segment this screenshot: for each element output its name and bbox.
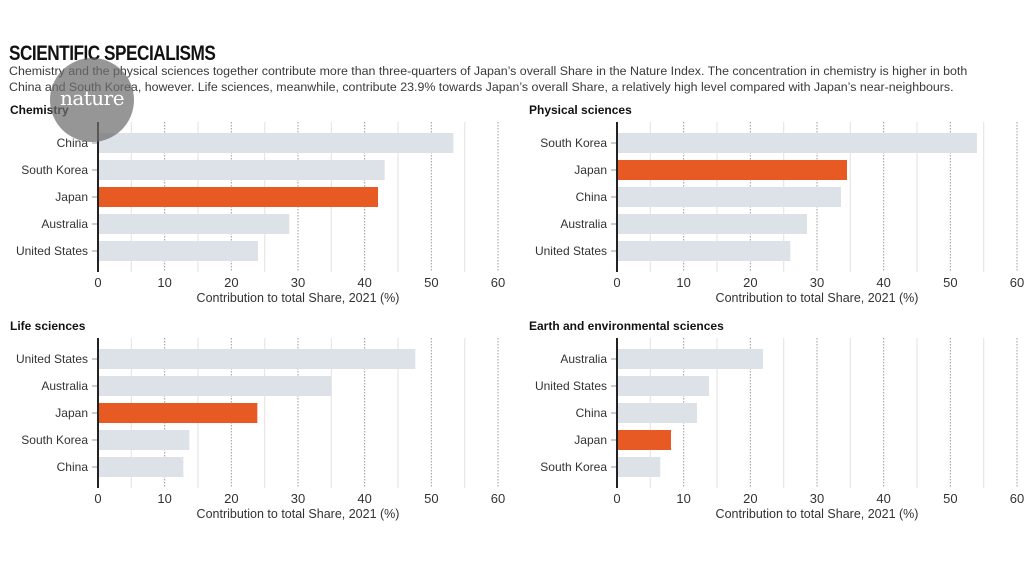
- bar-australia: [98, 214, 290, 234]
- x-tick-label: 20: [224, 275, 238, 290]
- category-label: United States: [16, 244, 88, 258]
- category-label: China: [576, 406, 608, 420]
- category-label: United States: [535, 244, 607, 258]
- bar-united-states: [98, 349, 416, 369]
- x-tick-label: 30: [291, 275, 305, 290]
- category-label: South Korea: [21, 163, 88, 177]
- category-label: United States: [535, 379, 607, 393]
- bar-china: [98, 457, 184, 477]
- earth-environmental-sciences-chart: Earth and environmental sciences Australi…: [529, 319, 1024, 521]
- panel-title: Earth and environmental sciences: [529, 319, 724, 333]
- x-axis-title: Contribution to total Share, 2021 (%): [197, 507, 400, 521]
- x-tick-label: 40: [876, 491, 890, 506]
- x-tick-label: 30: [810, 275, 824, 290]
- x-tick-label: 60: [491, 275, 505, 290]
- bar-japan: [98, 403, 258, 423]
- x-tick-label: 10: [676, 275, 690, 290]
- x-tick-label: 20: [743, 491, 757, 506]
- category-label: Japan: [55, 406, 88, 420]
- x-tick-label: 60: [1010, 491, 1024, 506]
- bar-australia: [617, 214, 807, 234]
- category-label: South Korea: [21, 433, 88, 447]
- category-label: South Korea: [540, 136, 607, 150]
- page-subtitle: Chemistry and the physical sciences toge…: [9, 64, 1024, 95]
- x-tick-label: 30: [291, 491, 305, 506]
- panel-title: Physical sciences: [529, 103, 632, 117]
- category-label: Australia: [41, 379, 88, 393]
- x-tick-label: 20: [224, 491, 238, 506]
- page-title: SCIENTIFIC SPECIALISMS: [9, 42, 216, 65]
- category-label: China: [57, 460, 89, 474]
- subtitle-line-1: Chemistry and the physical sciences toge…: [9, 64, 968, 78]
- bar-south-korea: [617, 133, 977, 153]
- bar-south-korea: [98, 430, 190, 450]
- x-tick-label: 40: [357, 275, 371, 290]
- x-tick-label: 50: [943, 491, 957, 506]
- category-label: Japan: [55, 190, 88, 204]
- category-label: Australia: [41, 217, 88, 231]
- category-label: China: [576, 190, 608, 204]
- x-tick-label: 0: [613, 275, 620, 290]
- x-tick-label: 0: [94, 275, 101, 290]
- bar-japan: [617, 160, 847, 180]
- x-tick-label: 0: [613, 491, 620, 506]
- bar-australia: [98, 376, 332, 396]
- bar-united-states: [617, 376, 709, 396]
- panel-title: Life sciences: [10, 319, 86, 333]
- bar-japan: [98, 187, 378, 207]
- x-tick-label: 60: [491, 491, 505, 506]
- subtitle-line-2: China and South Korea, however. Life sci…: [9, 79, 954, 94]
- x-tick-label: 40: [876, 275, 890, 290]
- nature-logo: nature: [50, 58, 134, 142]
- x-tick-label: 40: [357, 491, 371, 506]
- x-axis-title: Contribution to total Share, 2021 (%): [716, 291, 919, 305]
- bar-china: [617, 187, 841, 207]
- nature-logo-text: nature: [59, 86, 125, 110]
- x-tick-label: 60: [1010, 275, 1024, 290]
- x-axis-title: Contribution to total Share, 2021 (%): [197, 291, 400, 305]
- x-tick-label: 30: [810, 491, 824, 506]
- bar-south-korea: [617, 457, 661, 477]
- x-tick-label: 10: [157, 491, 171, 506]
- bar-south-korea: [98, 160, 385, 180]
- bar-china: [98, 133, 454, 153]
- category-label: South Korea: [540, 460, 607, 474]
- category-label: Australia: [560, 352, 607, 366]
- x-tick-label: 50: [424, 275, 438, 290]
- x-tick-label: 10: [676, 491, 690, 506]
- category-label: Australia: [560, 217, 607, 231]
- x-axis-title: Contribution to total Share, 2021 (%): [716, 507, 919, 521]
- life-sciences-chart: Life sciences United States Australia Japan…: [10, 319, 505, 521]
- category-label: United States: [16, 352, 88, 366]
- x-tick-label: 50: [943, 275, 957, 290]
- physical-sciences-chart: Physical sciences South Korea Japan China Au…: [529, 103, 1024, 305]
- bar-united-states: [98, 241, 258, 261]
- category-label: Japan: [574, 433, 607, 447]
- bar-china: [617, 403, 697, 423]
- x-tick-label: 20: [743, 275, 757, 290]
- x-tick-label: 0: [94, 491, 101, 506]
- bar-united-states: [617, 241, 791, 261]
- bar-japan: [617, 430, 671, 450]
- bar-australia: [617, 349, 763, 369]
- x-tick-label: 50: [424, 491, 438, 506]
- x-tick-label: 10: [157, 275, 171, 290]
- category-label: Japan: [574, 163, 607, 177]
